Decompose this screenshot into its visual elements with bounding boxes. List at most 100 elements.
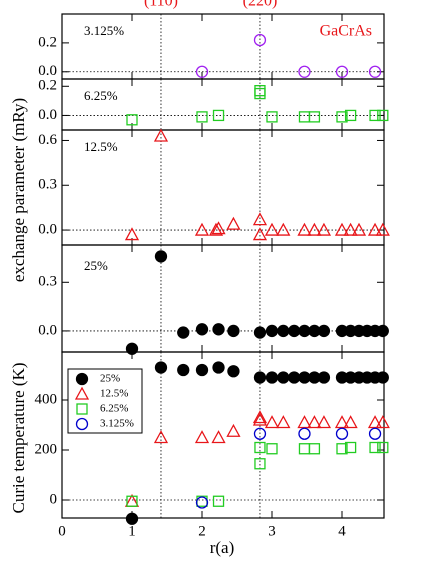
point — [376, 324, 389, 338]
point — [264, 415, 280, 429]
point — [254, 458, 266, 470]
y-tick-label: 200 — [35, 441, 58, 457]
point — [264, 222, 280, 236]
point — [367, 415, 383, 429]
point — [317, 324, 331, 338]
point — [344, 109, 357, 122]
point — [252, 212, 268, 226]
point — [334, 415, 350, 429]
x-tick-label: 0 — [58, 523, 66, 539]
panel-frame — [61, 244, 385, 353]
point — [208, 222, 224, 236]
point — [211, 430, 226, 444]
point — [298, 427, 311, 440]
point — [307, 222, 322, 236]
point — [351, 222, 367, 236]
y-axis-label: Curie temperature (K) — [9, 362, 28, 513]
point — [177, 363, 190, 377]
point — [369, 441, 381, 454]
point — [316, 415, 332, 429]
point — [125, 512, 139, 525]
point — [253, 326, 267, 339]
point — [212, 109, 225, 122]
reference-label: (220) — [243, 0, 278, 10]
point — [297, 415, 312, 429]
point — [252, 410, 268, 424]
point — [194, 222, 210, 236]
point — [265, 324, 279, 338]
point — [266, 111, 278, 123]
point — [288, 324, 301, 338]
x-tick-label: 4 — [338, 523, 346, 539]
point — [227, 365, 240, 378]
point — [126, 495, 138, 507]
point — [196, 111, 208, 123]
point — [334, 222, 350, 236]
point — [195, 323, 209, 336]
y-tick-label: 0.3 — [38, 274, 57, 290]
point — [276, 222, 291, 236]
x-tick-label: 1 — [128, 523, 136, 539]
y-tick-label: 0.3 — [38, 177, 57, 193]
point — [336, 443, 348, 455]
point — [308, 111, 321, 123]
point — [211, 221, 226, 235]
y-tick-label: 0 — [50, 491, 58, 507]
point — [375, 415, 390, 429]
y-axis-label: exchange parameter (mRy) — [9, 98, 28, 282]
point — [154, 250, 168, 263]
point — [212, 495, 225, 507]
point — [297, 222, 312, 236]
point — [153, 430, 169, 444]
point — [368, 65, 382, 78]
point — [227, 324, 240, 338]
panel-frame — [61, 351, 385, 519]
point — [153, 128, 169, 142]
point — [369, 109, 381, 122]
point — [265, 371, 279, 384]
x-tick-label: 2 — [198, 523, 206, 539]
point — [154, 361, 168, 374]
point — [277, 371, 290, 384]
point — [253, 371, 267, 384]
panel-label: 25% — [84, 258, 108, 273]
point — [376, 371, 389, 384]
y-tick-label: 0.0 — [38, 63, 57, 79]
point — [253, 33, 267, 47]
legend-marker — [75, 417, 89, 431]
point — [317, 371, 331, 384]
legend-marker — [75, 372, 89, 386]
legend-label: 3.125% — [100, 418, 134, 430]
y-tick-label: 0.2 — [38, 34, 57, 50]
point — [343, 222, 358, 236]
point — [298, 65, 311, 78]
point — [276, 415, 291, 429]
point — [343, 415, 358, 429]
point — [266, 443, 278, 455]
point — [226, 216, 241, 230]
point — [277, 324, 290, 338]
x-tick-label: 3 — [268, 523, 276, 539]
point — [253, 427, 267, 440]
point — [195, 496, 209, 509]
point — [226, 423, 241, 437]
reference-label: (110) — [144, 0, 178, 10]
point — [368, 427, 382, 440]
point — [124, 227, 140, 241]
point — [177, 326, 190, 339]
point — [252, 227, 268, 241]
point — [254, 87, 266, 100]
legend-label: 12.5% — [100, 388, 128, 400]
point — [254, 441, 266, 454]
point — [344, 441, 357, 454]
legend-marker — [74, 386, 90, 400]
legend-label: 6.25% — [100, 403, 128, 415]
point — [367, 222, 383, 236]
point — [194, 430, 210, 444]
y-tick-label: 0.0 — [38, 322, 57, 338]
point — [335, 427, 349, 440]
point — [252, 412, 268, 426]
point — [195, 363, 209, 377]
point — [316, 222, 332, 236]
